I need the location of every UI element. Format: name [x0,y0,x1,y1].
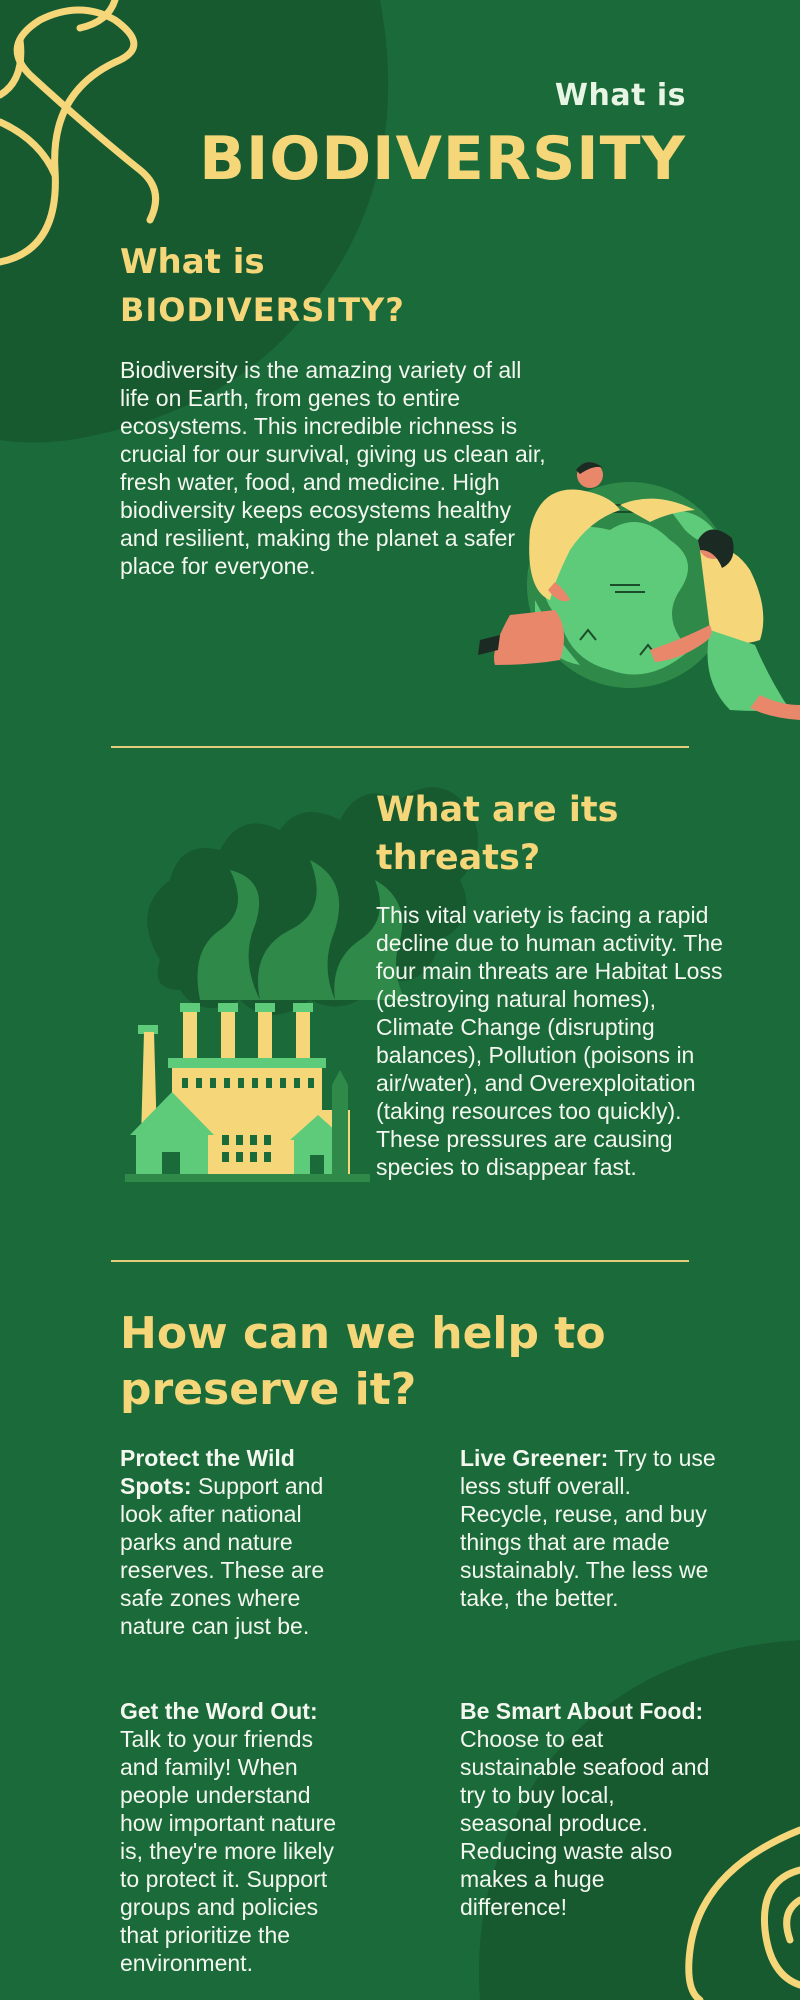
header-eyebrow: What is [554,78,686,113]
tip-smart-food: Be Smart About Food: Choose to eat susta… [460,1697,710,1921]
section-divider [111,1260,689,1262]
what-is-heading-line1: What is [120,242,265,282]
what-is-heading-line2: BIODIVERSITY? [120,291,405,329]
factory-pollution-illustration [125,787,478,1182]
globe-people-illustration [478,461,800,720]
tip-get-word-out: Get the Word Out: Talk to your friends a… [120,1697,350,1977]
page-title: BIODIVERSITY [199,124,686,194]
bottom-right-dark-blob [478,1640,800,2000]
tip-text: Support and look after national parks an… [120,1473,325,1639]
threats-body-text: This vital variety is facing a rapid dec… [376,902,723,1180]
tip-text: Try to use less stuff overall. Recycle, … [460,1445,716,1611]
what-is-body-text: Biodiversity is the amazing variety of a… [120,357,546,579]
yellow-swirl-decoration-bottom [685,1826,800,2000]
tip-lead: Protect the Wild Spots: [120,1445,295,1499]
tip-text: Choose to eat sustainable seafood and tr… [460,1726,710,1920]
yellow-swirl-decoration [0,0,160,266]
threats-heading: What are its threats? [376,790,619,878]
tip-live-greener: Live Greener: Try to use less stuff over… [460,1444,720,1612]
tip-protect-wild-spots: Protect the Wild Spots: Support and look… [120,1444,350,1640]
top-left-dark-blob [0,0,389,443]
tip-lead: Be Smart About Food: [460,1698,704,1724]
tip-text: Talk to your friends and family! When pe… [120,1726,337,1976]
help-heading: How can we help to preserve it? [120,1308,606,1415]
tip-lead: Get the Word Out: [120,1698,318,1724]
section-divider [111,746,689,748]
tip-lead: Live Greener: [460,1445,609,1471]
